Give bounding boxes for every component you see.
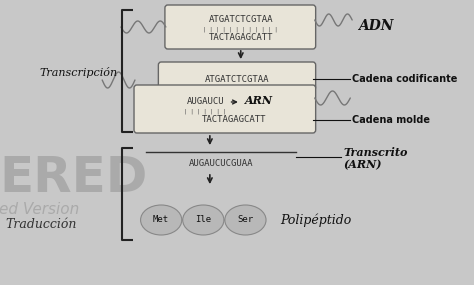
Ellipse shape xyxy=(225,205,266,235)
Text: ARN: ARN xyxy=(245,95,273,107)
Text: Met: Met xyxy=(153,215,169,225)
Text: ADN: ADN xyxy=(358,19,393,33)
Text: Transcripción: Transcripción xyxy=(40,66,118,78)
Text: Polipéptido: Polipéptido xyxy=(280,213,351,227)
Text: ed Version: ed Version xyxy=(0,203,80,217)
Text: AUGAUCUCGUAA: AUGAUCUCGUAA xyxy=(189,158,253,168)
Text: Traducción: Traducción xyxy=(6,219,77,231)
Text: ERED: ERED xyxy=(0,154,147,202)
Text: TACTAGAGCATT: TACTAGAGCATT xyxy=(202,115,266,125)
Text: Cadena molde: Cadena molde xyxy=(352,115,430,125)
Text: | | | | | | | | | | | |: | | | | | | | | | | | | xyxy=(203,26,278,32)
Ellipse shape xyxy=(141,205,182,235)
Text: Transcrito: Transcrito xyxy=(344,148,408,158)
FancyBboxPatch shape xyxy=(165,5,316,49)
Text: ATGATCTCGTAA: ATGATCTCGTAA xyxy=(205,74,269,84)
Text: Ser: Ser xyxy=(237,215,254,225)
Text: | | | | | | |: | | | | | | | xyxy=(184,108,226,114)
FancyBboxPatch shape xyxy=(134,85,316,133)
Text: Cadena codificante: Cadena codificante xyxy=(352,74,457,84)
Text: TACTAGAGCATT: TACTAGAGCATT xyxy=(209,34,273,42)
Text: (ARN): (ARN) xyxy=(344,160,382,170)
Text: ATGATCTCGTAA: ATGATCTCGTAA xyxy=(209,15,273,25)
Ellipse shape xyxy=(182,205,224,235)
Text: Ile: Ile xyxy=(195,215,211,225)
Text: AUGAUCU: AUGAUCU xyxy=(186,97,224,107)
FancyBboxPatch shape xyxy=(158,62,316,90)
